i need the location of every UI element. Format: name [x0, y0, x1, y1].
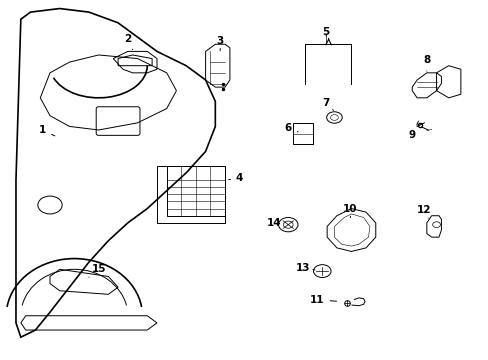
Text: 11: 11: [309, 295, 336, 305]
Text: 12: 12: [416, 205, 431, 218]
Text: 2: 2: [124, 34, 132, 50]
Text: 15: 15: [89, 264, 106, 277]
Text: 8: 8: [422, 55, 429, 71]
Text: 6: 6: [284, 123, 297, 133]
Text: 10: 10: [343, 203, 357, 217]
Text: 3: 3: [216, 36, 224, 51]
Text: 1: 1: [39, 125, 55, 136]
Text: 9: 9: [408, 121, 418, 140]
Text: 14: 14: [266, 218, 281, 228]
Text: 7: 7: [322, 98, 333, 111]
Bar: [292, 123, 312, 144]
Text: 13: 13: [295, 262, 314, 273]
Bar: [166, 166, 224, 216]
Bar: [157, 166, 224, 223]
Text: 4: 4: [228, 173, 243, 183]
Text: 5: 5: [322, 27, 329, 37]
